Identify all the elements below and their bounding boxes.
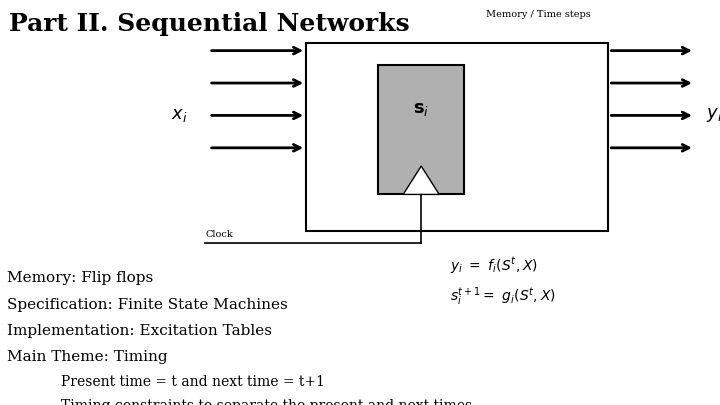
Text: Present time = t and next time = t+1: Present time = t and next time = t+1 [61, 375, 325, 389]
Text: $x_i$: $x_i$ [171, 107, 187, 124]
Text: $y_i\ =\ f_i(S^t,X)$: $y_i\ =\ f_i(S^t,X)$ [450, 255, 538, 276]
Bar [378, 65, 464, 194]
Polygon shape [403, 166, 439, 194]
Text: Memory: Flip flops: Memory: Flip flops [7, 271, 153, 286]
Text: Part II. Sequential Networks: Part II. Sequential Networks [9, 12, 409, 36]
Bar [306, 43, 608, 231]
Text: Clock: Clock [205, 230, 233, 239]
Text: $s_i^{t+1}{=}\ g_i(S^t,X)$: $s_i^{t+1}{=}\ g_i(S^t,X)$ [450, 286, 556, 308]
Text: Timing constraints to separate the present and next times.: Timing constraints to separate the prese… [61, 399, 477, 405]
Text: $\mathbf{s}_i$: $\mathbf{s}_i$ [413, 100, 429, 118]
Text: Memory / Time steps: Memory / Time steps [486, 10, 590, 19]
Text: Specification: Finite State Machines: Specification: Finite State Machines [7, 298, 288, 312]
Text: $y_i$: $y_i$ [706, 107, 720, 124]
Text: Main Theme: Timing: Main Theme: Timing [7, 350, 168, 364]
Text: Implementation: Excitation Tables: Implementation: Excitation Tables [7, 324, 272, 338]
